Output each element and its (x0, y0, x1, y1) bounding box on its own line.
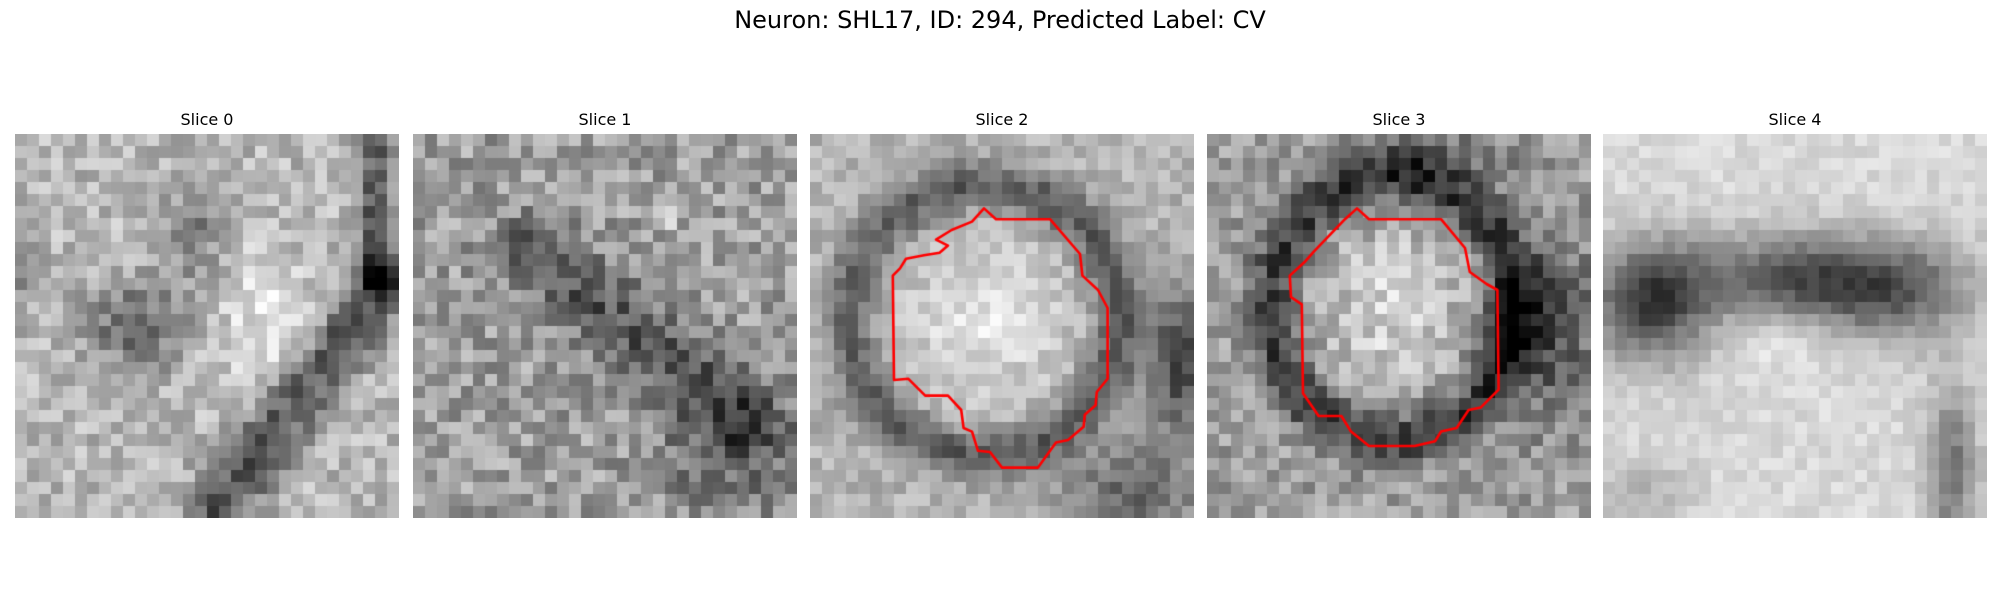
figure-title: Neuron: SHL17, ID: 294, Predicted Label:… (734, 6, 1266, 34)
slice-title: Slice 4 (1768, 110, 1822, 129)
slice-title: Slice 3 (1372, 110, 1426, 129)
slice-image (1207, 134, 1591, 518)
slice-title: Slice 2 (975, 110, 1029, 129)
slice-image (15, 134, 399, 518)
slice-panel-2: Slice 2 (810, 108, 1194, 518)
slice-image (1603, 134, 1987, 518)
slice-panel-3: Slice 3 (1207, 108, 1591, 518)
slice-panel-0: Slice 0 (15, 108, 399, 518)
slice-title: Slice 0 (180, 110, 234, 129)
slice-panel-4: Slice 4 (1603, 108, 1987, 518)
slice-image (810, 134, 1194, 518)
slice-image (413, 134, 797, 518)
slice-panel-1: Slice 1 (413, 108, 797, 518)
slice-title: Slice 1 (578, 110, 632, 129)
